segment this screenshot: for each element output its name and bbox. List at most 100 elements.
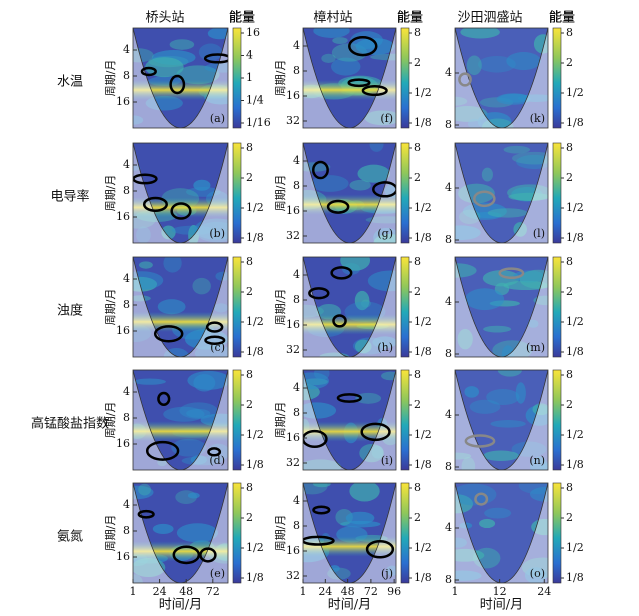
y-tick-label: 16: [116, 437, 130, 450]
high-power-band: [303, 314, 396, 335]
power-blob: [506, 52, 541, 71]
y-tick-label: 32: [286, 114, 300, 127]
power-blob: [207, 28, 228, 40]
colorbar-tick-label: 2: [414, 285, 421, 298]
colorbar-tick-label: 2: [246, 511, 253, 524]
panel-frame: [302, 482, 397, 584]
row-label: 水温: [57, 75, 83, 90]
y-tick-label: 8: [123, 411, 130, 424]
power-blob: [193, 179, 211, 191]
significance-contour: [153, 325, 184, 343]
cone-edge: [133, 483, 228, 583]
panel-label: (i): [381, 454, 393, 467]
colorbar-tick-label: 1/8: [414, 231, 432, 244]
power-blob: [369, 143, 384, 152]
colorbar-tick-label: 2: [414, 56, 421, 69]
colorbar: [400, 369, 410, 471]
power-blob: [138, 483, 152, 496]
significance-contour: [361, 85, 388, 97]
y-axis-label: 周期/月: [104, 60, 117, 97]
colorbar-tick-label: 8: [414, 255, 421, 268]
high-power-band: [133, 197, 228, 218]
colorbar: [232, 482, 242, 584]
significance-contour: [474, 492, 489, 506]
power-blob: [503, 145, 531, 154]
panel-label: (k): [530, 112, 545, 125]
cone-edge: [303, 257, 396, 357]
panel-label: (l): [533, 227, 545, 240]
colorbar-tick-label: 1/2: [414, 201, 432, 214]
cone-edge: [455, 370, 548, 470]
y-tick-label: 16: [116, 550, 130, 563]
power-blob: [186, 187, 221, 197]
power-blob: [133, 378, 166, 385]
significance-contour: [169, 74, 186, 95]
y-tick-label: 8: [293, 179, 300, 192]
colorbar: [232, 369, 242, 471]
heatmap: [303, 370, 396, 470]
heatmap: [133, 483, 228, 583]
y-axis-label: 周期/月: [274, 515, 287, 552]
significance-contour: [332, 314, 347, 328]
colorbar-tick-label: 8: [246, 255, 253, 268]
y-tick-label: 8: [123, 524, 130, 537]
y-tick-label: 4: [445, 408, 452, 421]
heatmap: [303, 143, 396, 243]
panel-label: (f): [380, 112, 393, 125]
power-blob: [479, 518, 496, 529]
row-label: 电导率: [50, 189, 89, 205]
colorbar-tick-label: 1/8: [566, 571, 584, 584]
colorbar-tick-label: 1/2: [566, 428, 584, 441]
x-tick-label: 1: [452, 585, 459, 598]
colorbar-tick-label: 1/8: [566, 345, 584, 358]
colorbar-tick-label: 1/8: [566, 116, 584, 129]
significance-contour: [308, 287, 330, 300]
y-tick-label: 16: [116, 95, 130, 108]
colorbar-tick-label: 1/8: [566, 458, 584, 471]
significance-contour: [347, 78, 371, 88]
y-axis-label: 周期/月: [104, 175, 117, 212]
power-blob: [482, 270, 520, 287]
significance-contour: [473, 190, 496, 208]
x-tick-label: 24: [318, 585, 332, 598]
x-tick-label: 24: [153, 585, 167, 598]
colorbar-tick-label: 2: [566, 511, 573, 524]
y-tick-label: 4: [445, 66, 452, 79]
colorbar-tick-label: 2: [246, 171, 253, 184]
power-blob: [314, 370, 330, 381]
panel-label: (j): [381, 567, 393, 580]
power-blob: [529, 486, 548, 502]
power-blob: [176, 523, 219, 543]
colorbar-tick-label: 2: [246, 398, 253, 411]
panel-label: (g): [377, 227, 393, 240]
power-blob: [354, 290, 370, 311]
significance-contour: [336, 393, 362, 403]
colorbar: [232, 256, 242, 358]
power-blob: [355, 392, 382, 404]
y-tick-label: 8: [445, 460, 452, 473]
heatmap: [133, 370, 228, 470]
panel-frame: [132, 142, 229, 244]
power-blob: [464, 386, 479, 398]
y-tick-label: 16: [286, 544, 300, 557]
cone-edge: [455, 483, 548, 583]
significance-contour: [205, 321, 224, 333]
y-axis-label: 周期/月: [104, 289, 117, 326]
cone-edge: [303, 483, 396, 583]
significance-contour: [157, 391, 171, 406]
cone-edge: [303, 370, 396, 470]
x-tick-label: 1: [300, 585, 307, 598]
colorbar-tick-label: 2: [566, 171, 573, 184]
colorbar-tick-label: 8: [566, 368, 573, 381]
panel-label: (b): [209, 227, 225, 240]
colorbar-tick-label: 8: [246, 368, 253, 381]
x-tick-label: 72: [206, 585, 220, 598]
